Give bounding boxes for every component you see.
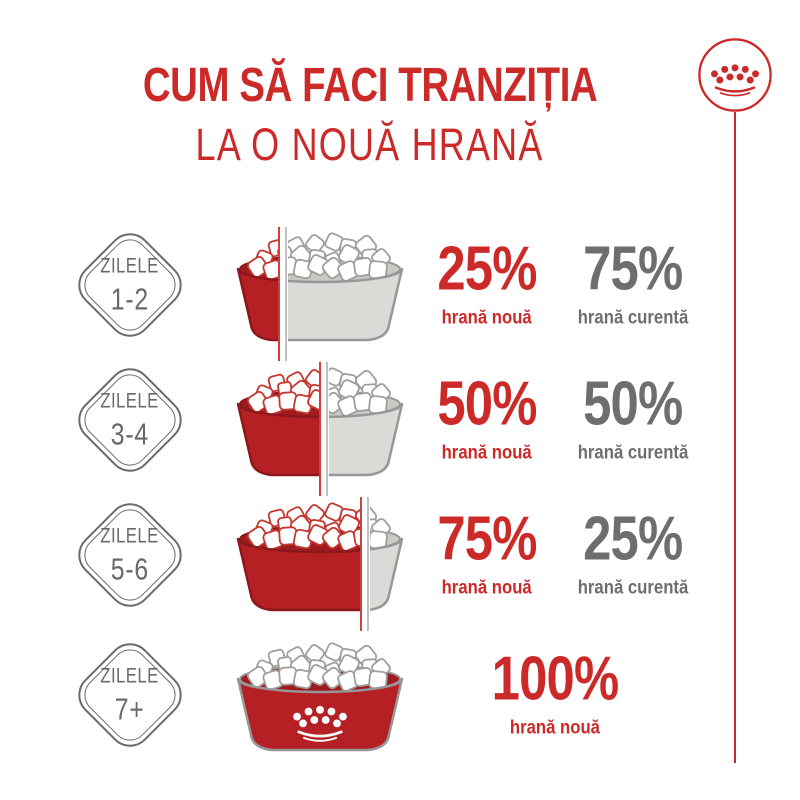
badge-days-range: 1-2: [110, 281, 150, 317]
current-food-percentage-block: 50% hrană curentă: [570, 369, 696, 464]
current-food-percentage-block: 25% hrană curentă: [570, 504, 696, 599]
current-food-label: hrană curentă: [577, 307, 689, 329]
badge-days-word: ZILELE: [100, 254, 160, 278]
badge-days-word: ZILELE: [100, 389, 160, 413]
title-line-1: CUM SĂ FACI TRANZIȚIA: [142, 59, 598, 112]
badge-days-range: 5-6: [110, 551, 150, 587]
title-line-2: LA O NOUĂ HRANĂ: [195, 119, 545, 170]
badge-days-range: 7+: [115, 691, 145, 727]
day-range-badge: ZILELE 5-6: [68, 493, 192, 617]
new-food-label: hrană nouă: [441, 577, 533, 599]
current-food-label: hrană curentă: [577, 577, 689, 599]
new-food-percentage-block: 50% hrană nouă: [426, 369, 547, 464]
new-food-label: hrană nouă: [441, 307, 533, 329]
new-food-label: hrană nouă: [441, 442, 533, 464]
badge-days-word: ZILELE: [100, 664, 160, 688]
food-bowl-illustration: [220, 483, 420, 633]
day-range-badge: ZILELE 3-4: [68, 358, 192, 482]
day-range-badge: ZILELE 1-2: [68, 223, 192, 347]
day-range-badge: ZILELE 7+: [68, 633, 192, 757]
vertical-accent-line: [734, 112, 736, 763]
new-food-percentage: 50%: [437, 369, 537, 439]
current-food-percentage: 25%: [583, 504, 683, 574]
current-food-percentage: 50%: [583, 369, 683, 439]
food-bowl-illustration: [220, 348, 420, 498]
new-food-percentage-block: 75% hrană nouă: [426, 504, 547, 599]
badge-days-word: ZILELE: [100, 524, 160, 548]
page-title: CUM SĂ FACI TRANZIȚIA LA O NOUĂ HRANĂ: [0, 58, 740, 171]
new-food-percentage-block: 25% hrană nouă: [426, 234, 547, 329]
new-food-percentage: 25%: [437, 234, 537, 304]
current-food-percentage-block: 75% hrană curentă: [570, 234, 696, 329]
badge-days-range: 3-4: [110, 416, 150, 452]
new-food-label: hrană nouă: [509, 717, 601, 739]
food-bowl-illustration: [220, 213, 420, 363]
new-food-percentage: 100%: [491, 644, 620, 714]
food-bowl-illustration: [220, 623, 420, 773]
current-food-label: hrană curentă: [577, 442, 689, 464]
royal-canin-crown-logo-icon: [696, 36, 774, 114]
new-food-percentage: 75%: [437, 504, 537, 574]
current-food-percentage: 75%: [583, 234, 683, 304]
new-food-percentage-block: 100% hrană nouă: [478, 644, 633, 739]
